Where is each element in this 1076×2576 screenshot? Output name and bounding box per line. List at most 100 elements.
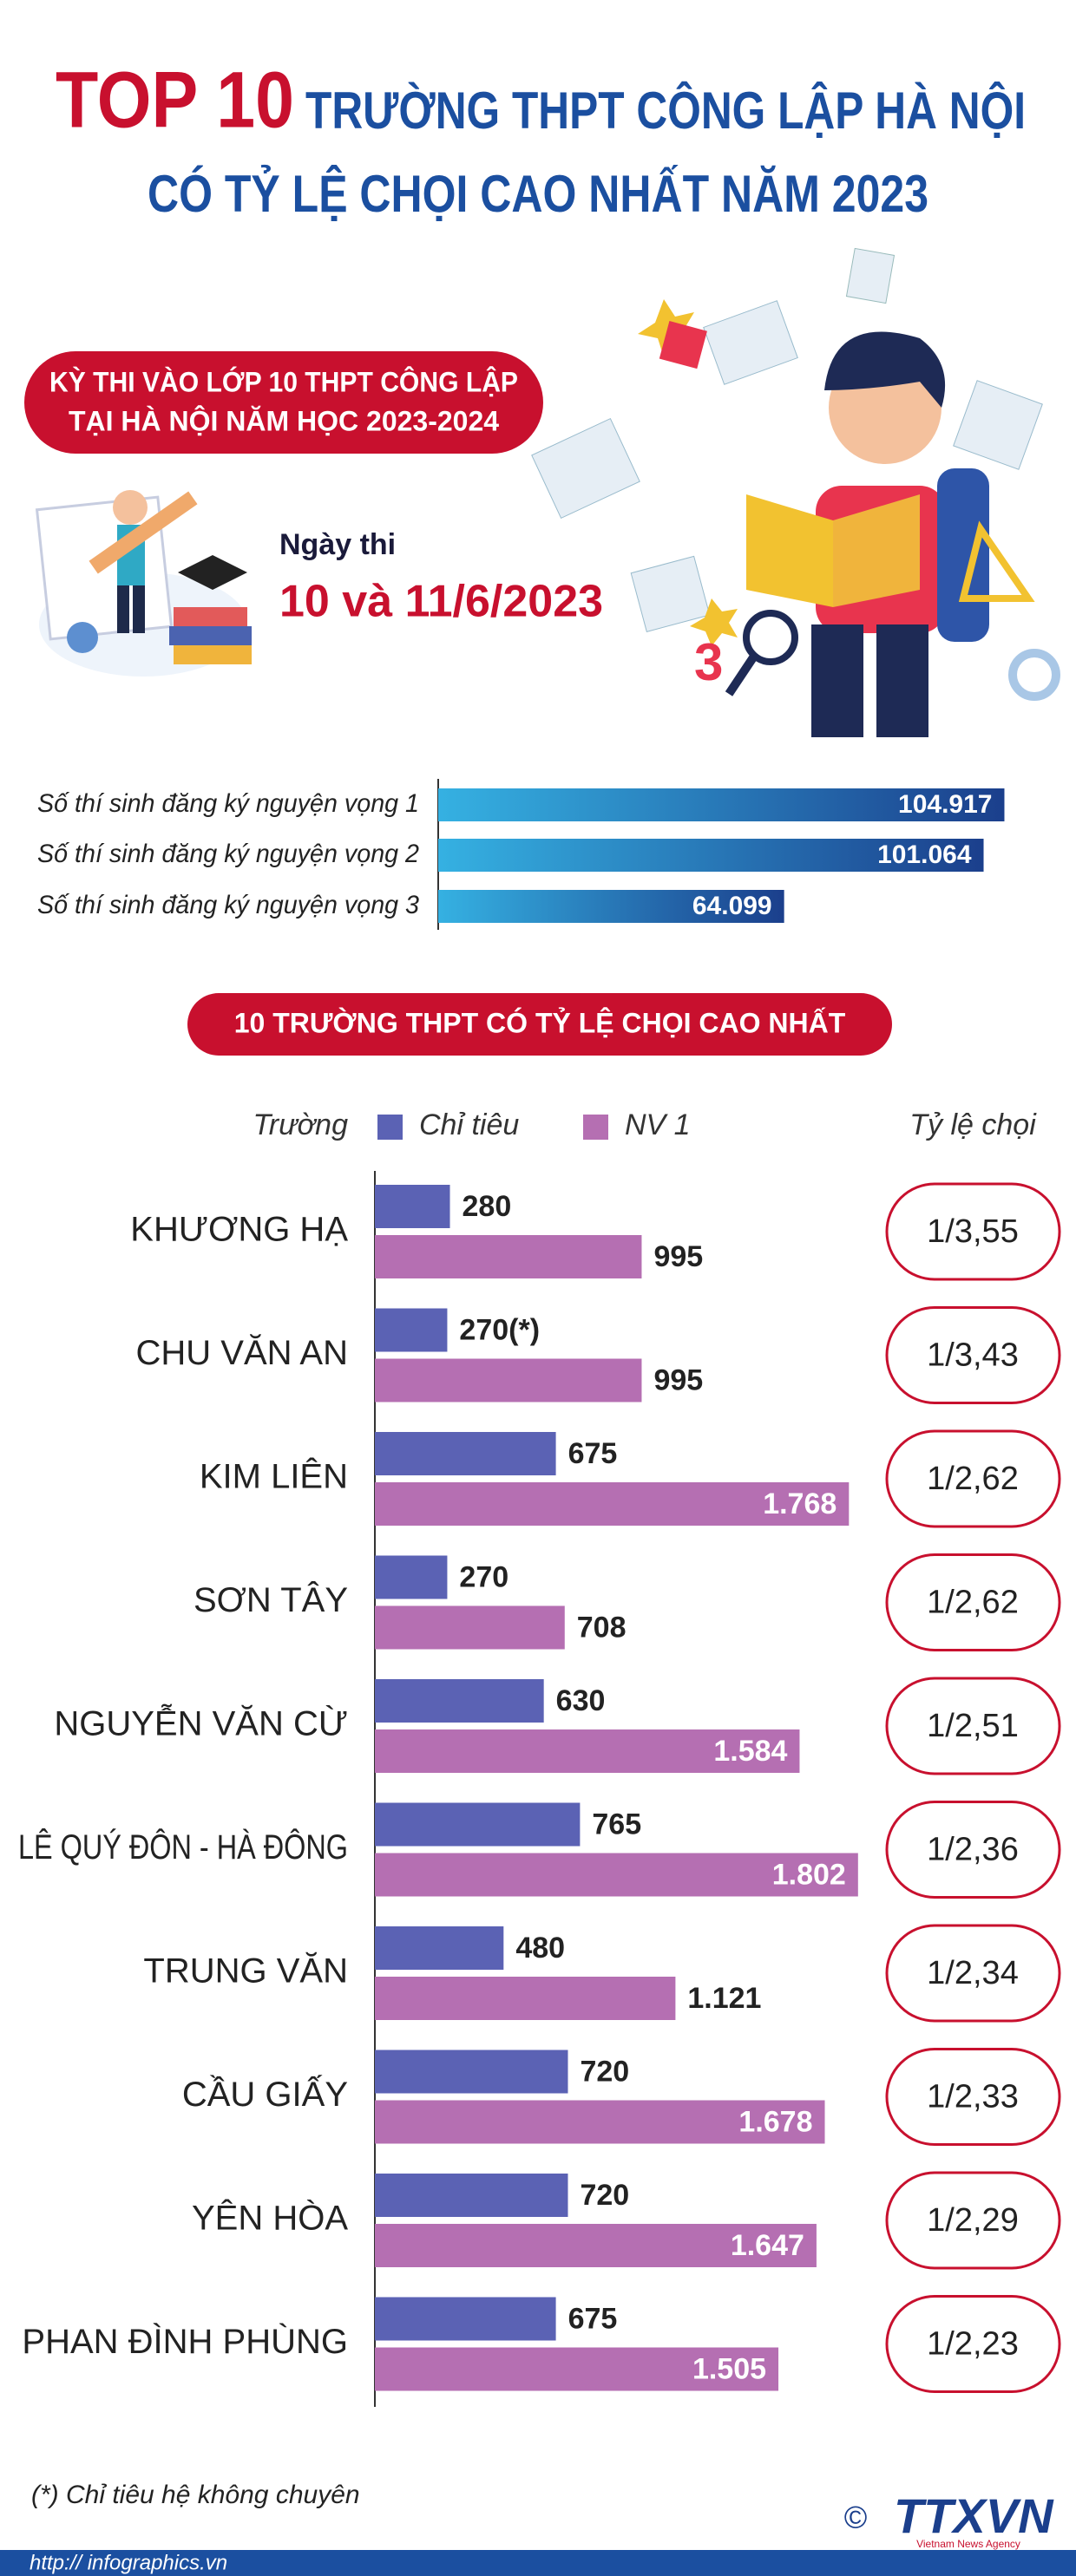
svg-text:3: 3	[694, 633, 723, 691]
legend-label: Chỉ tiêu	[419, 1108, 519, 1141]
title-line: CÓ TỶ LỆ CHỌI CAO NHẤT NĂM 2023	[148, 165, 928, 223]
value-label: 101.064	[877, 840, 972, 869]
bar	[375, 1853, 858, 1897]
category-label: PHAN ĐÌNH PHÙNG	[22, 2322, 348, 2361]
chart-title-pill	[187, 993, 892, 1056]
exam-date: 10 và 11/6/2023	[279, 577, 603, 627]
bar	[375, 1926, 504, 1970]
value-label: 270	[459, 1560, 508, 1593]
ratio-badge	[885, 1924, 1061, 2023]
ratio-badge	[885, 1306, 1061, 1404]
ratio-badge	[885, 1182, 1061, 1281]
bar	[375, 2347, 779, 2391]
bar	[375, 1482, 850, 1526]
agency-name: Vietnam News Agency	[916, 2538, 1020, 2550]
boy-illustration: 3	[531, 247, 1060, 737]
bar	[375, 1555, 448, 1599]
category-label: CHU VĂN AN	[136, 1333, 349, 1372]
bar	[375, 1679, 544, 1723]
value-label: 675	[568, 2302, 618, 2335]
bar	[375, 2224, 817, 2267]
category-axis-label: Trường	[253, 1108, 349, 1141]
ratio-label: 1/2,33	[927, 2079, 1019, 2115]
bar	[375, 2050, 568, 2094]
ratio-badge	[885, 1677, 1061, 1775]
bar	[438, 788, 1005, 821]
exam-pill	[24, 351, 543, 454]
ratio-label: 1/2,29	[927, 2202, 1019, 2239]
footnote: (*) Chỉ tiêu hệ không chuyên	[31, 2481, 360, 2509]
registration-chart: Số thí sinh đăng ký nguyện vọng 1 104.917…	[37, 788, 1005, 923]
ratio-badge	[885, 2048, 1061, 2146]
category-label: SƠN TÂY	[194, 1580, 348, 1619]
schools-chart: Chỉ tiêu NV 1 KHƯƠNG HẠ 280 995 1/3,55 CHU VĂN…	[18, 1108, 1061, 2393]
ratio-badge	[885, 1553, 1061, 1651]
bar	[375, 1977, 676, 2020]
category-label: YÊN HÒA	[192, 2199, 348, 2238]
copyright: ©	[844, 2500, 868, 2535]
value-label: 675	[568, 1437, 618, 1470]
bar	[375, 1185, 450, 1228]
value-label: 1.678	[738, 2105, 812, 2138]
ratio-label: 1/2,62	[927, 1461, 1019, 1497]
student-illustration	[35, 490, 252, 677]
ratio-label: 1/2,34	[927, 1955, 1019, 1991]
category-label: Số thí sinh đăng ký nguyện vọng 1	[37, 789, 419, 818]
value-label: 1.802	[772, 1858, 846, 1891]
ratio-label: 1/2,36	[927, 1832, 1019, 1868]
bar	[375, 2174, 568, 2217]
ratio-header: Tỷ lệ chọi	[909, 1108, 1037, 1141]
category-label: Số thí sinh đăng ký nguyện vọng 3	[37, 891, 419, 919]
ratio-badge	[885, 2295, 1061, 2393]
footer-url[interactable]: http:// infographics.vn	[30, 2551, 227, 2574]
legend-label: NV 1	[625, 1108, 691, 1141]
chart-title: 10 TRƯỜNG THPT CÓ TỶ LỆ CHỌI CAO NHẤT	[234, 1007, 846, 1038]
value-label: 995	[653, 1240, 703, 1273]
bar	[375, 1605, 565, 1650]
value-label: 480	[515, 1932, 565, 1965]
category-label: KHƯƠNG HẠ	[130, 1211, 348, 1249]
bar	[375, 1235, 642, 1278]
legend-swatch	[583, 1115, 608, 1140]
bar	[375, 2100, 825, 2144]
value-label: 720	[580, 2179, 629, 2212]
value-label: 1.505	[692, 2352, 766, 2385]
bar	[375, 1308, 448, 1352]
ratio-label: 1/2,51	[927, 1708, 1019, 1744]
bar	[438, 890, 784, 923]
value-label: 630	[556, 1684, 606, 1717]
title-highlight: TOP 10	[56, 56, 294, 144]
ratio-label: 1/3,43	[927, 1337, 1019, 1374]
value-label: 64.099	[692, 892, 772, 920]
category-label: CẦU GIẤY	[182, 2074, 348, 2114]
ratio-badge	[885, 2171, 1061, 2270]
category-label: NGUYỄN VĂN CỪ	[54, 1703, 348, 1743]
value-label: 1.647	[731, 2229, 804, 2262]
value-label: 995	[653, 1363, 703, 1396]
value-label: 720	[580, 2055, 629, 2088]
value-label: 280	[463, 1190, 512, 1223]
bar	[375, 1802, 581, 1847]
ratio-badge	[885, 1801, 1061, 1899]
agency-logo: TTXVN	[894, 2488, 1054, 2543]
value-label: 1.584	[713, 1735, 787, 1768]
category-label: KIM LIÊN	[200, 1457, 348, 1496]
category-label: Số thí sinh đăng ký nguyện vọng 2	[37, 840, 419, 868]
value-label: 270(*)	[459, 1313, 540, 1346]
bar	[375, 2297, 556, 2341]
legend-swatch	[377, 1115, 403, 1140]
ratio-label: 1/2,62	[927, 1585, 1019, 1621]
title-line: TRƯỜNG THPT CÔNG LẬP HÀ NỘI	[305, 82, 1026, 140]
date-label: Ngày thi	[279, 528, 396, 561]
value-label: 1.121	[687, 1982, 761, 2015]
footer-bar	[0, 2550, 1076, 2576]
value-label: 708	[577, 1611, 627, 1644]
exam-name: KỲ THI VÀO LỚP 10 THPT CÔNG LẬP	[49, 366, 518, 397]
bar	[375, 1358, 642, 1402]
category-label: TRUNG VĂN	[143, 1952, 348, 1991]
ratio-badge	[885, 1429, 1061, 1528]
category-label: LÊ QUÝ ĐÔN - HÀ ĐÔNG	[18, 1827, 348, 1867]
value-label: 765	[592, 1808, 641, 1840]
